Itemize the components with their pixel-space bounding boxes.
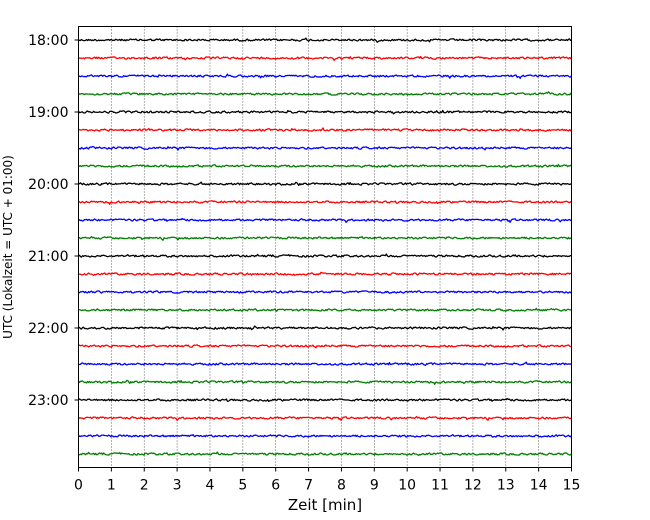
- trace-line: [78, 73, 573, 79]
- y-tick-label: 23:00: [28, 393, 68, 409]
- x-tick-label: 10: [398, 478, 416, 494]
- x-tick-label: 14: [530, 478, 548, 494]
- y-axis-label: UTC (Lokalzeit = UTC + 01:00): [1, 155, 15, 339]
- trace-line: [78, 55, 573, 61]
- trace-line: [78, 361, 572, 366]
- trace-line: [78, 325, 572, 331]
- trace-line: [78, 181, 572, 187]
- x-tick-label: 11: [431, 478, 449, 494]
- x-axis: 0 1 2 3 4 5 6 7 8 9 10 11 12 13 14 15: [74, 467, 581, 494]
- trace-line: [78, 415, 572, 422]
- x-tick-label: 8: [337, 478, 346, 494]
- trace-line: [78, 253, 572, 258]
- trace-line: [78, 217, 572, 224]
- y-axis: 18:00 19:00 20:00 21:00 22:00 23:00: [28, 33, 79, 409]
- trace-line: [77, 434, 573, 438]
- x-tick-label: 13: [497, 478, 515, 494]
- x-tick-label: 6: [271, 478, 280, 494]
- trace-line: [78, 290, 572, 294]
- trace-line: [78, 397, 572, 403]
- x-tick-label: 9: [370, 478, 379, 494]
- y-tick-label: 19:00: [28, 105, 68, 121]
- trace-line: [78, 344, 572, 349]
- trace-line: [77, 379, 573, 385]
- trace-line: [77, 109, 572, 115]
- y-tick-label: 20:00: [28, 177, 68, 193]
- trace-line: [78, 271, 572, 276]
- trace-line: [78, 37, 572, 43]
- x-tick-label: 15: [563, 478, 581, 494]
- trace-line: [78, 235, 572, 241]
- x-tick-label: 4: [206, 478, 215, 494]
- trace-line: [78, 307, 572, 312]
- x-tick-label: 0: [74, 478, 83, 494]
- x-tick-label: 2: [140, 478, 149, 494]
- trace-line: [78, 145, 572, 151]
- x-tick-label: 5: [238, 478, 247, 494]
- x-tick-label: 12: [464, 478, 482, 494]
- y-tick-label: 22:00: [28, 321, 68, 337]
- trace-line: [78, 127, 573, 132]
- trace-line: [78, 451, 572, 456]
- trace-line: [78, 163, 572, 168]
- trace-series: [77, 37, 573, 456]
- x-tick-label: 3: [173, 478, 182, 494]
- plot-frame: [78, 26, 572, 468]
- y-tick-label: 21:00: [28, 249, 68, 265]
- x-tick-label: 1: [107, 478, 116, 494]
- trace-line: [78, 200, 572, 205]
- x-tick-label: 7: [304, 478, 313, 494]
- x-axis-label: Zeit [min]: [288, 496, 362, 514]
- trace-line: [78, 91, 573, 96]
- y-tick-label: 18:00: [28, 33, 68, 49]
